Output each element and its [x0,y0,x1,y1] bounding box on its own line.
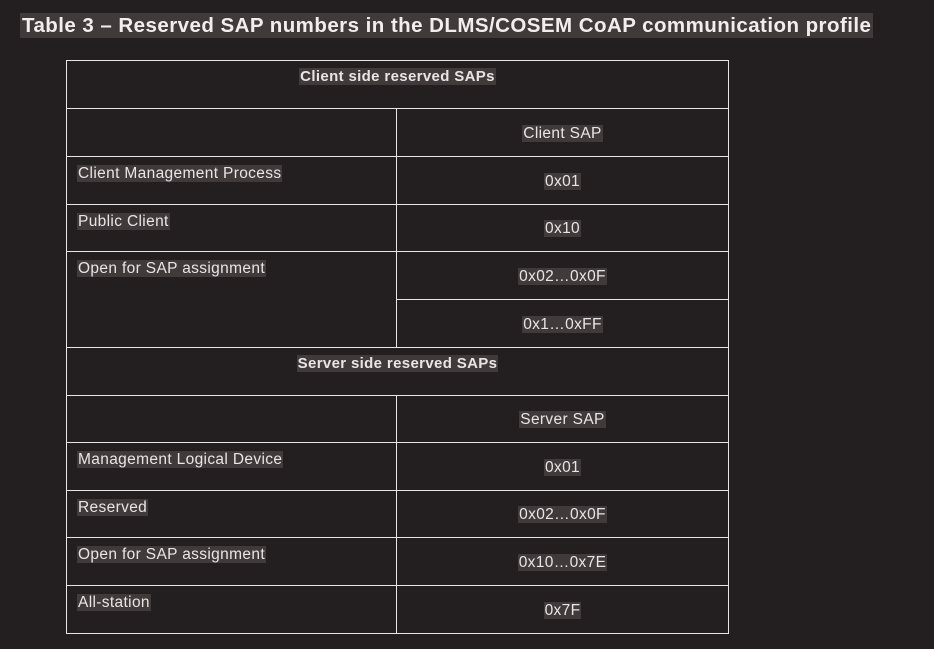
row-value: 0x10 [395,204,730,252]
empty-cell [66,395,397,443]
empty-cell [66,108,397,157]
table-row: Open for SAP assignment 0x02…0x0F [66,251,730,348]
row-value: 0x7F [395,585,730,634]
row-label: Reserved [66,490,397,538]
table-row: Client SAP [66,108,730,157]
table-row: Open for SAP assignment 0x10…0x7E [66,537,730,586]
row-value: 0x01 [395,156,730,205]
server-section-heading: Server side reserved SAPs [65,347,730,396]
table-row: Management Logical Device 0x01 [66,442,730,491]
row-label: All-station [66,585,397,634]
reserved-sap-table: Client side reserved SAPs Client SAP Cli… [65,60,730,634]
table-row: Server SAP [66,395,730,443]
server-sap-column-header: Server SAP [395,395,730,443]
table-row: Client Management Process 0x01 [66,156,730,205]
table-row: Reserved 0x02…0x0F [66,490,730,538]
table-row: Client side reserved SAPs [65,60,730,109]
row-value: 0x02…0x0F [395,251,730,300]
table-caption: Table 3 – Reserved SAP numbers in the DL… [20,13,874,38]
table-row: 0x1…0xFF [67,299,730,348]
row-label: Public Client [66,204,397,252]
row-label: Open for SAP assignment [66,537,397,586]
row-value: 0x1…0xFF [395,299,730,348]
table-caption-text: Table 3 – Reserved SAP numbers in the DL… [20,13,874,38]
table-row: All-station 0x7F [66,585,730,634]
row-value: 0x10…0x7E [395,537,730,586]
row-label: Open for SAP assignment [66,251,397,348]
row-label: Management Logical Device [66,442,397,491]
client-section-heading: Client side reserved SAPs [65,60,730,109]
row-value: 0x02…0x0F [395,490,730,538]
table-row: Server side reserved SAPs [65,347,730,396]
row-label: Client Management Process [66,156,397,205]
client-sap-column-header: Client SAP [395,108,730,157]
table-row: Public Client 0x10 [66,204,730,252]
row-value: 0x01 [395,442,730,491]
